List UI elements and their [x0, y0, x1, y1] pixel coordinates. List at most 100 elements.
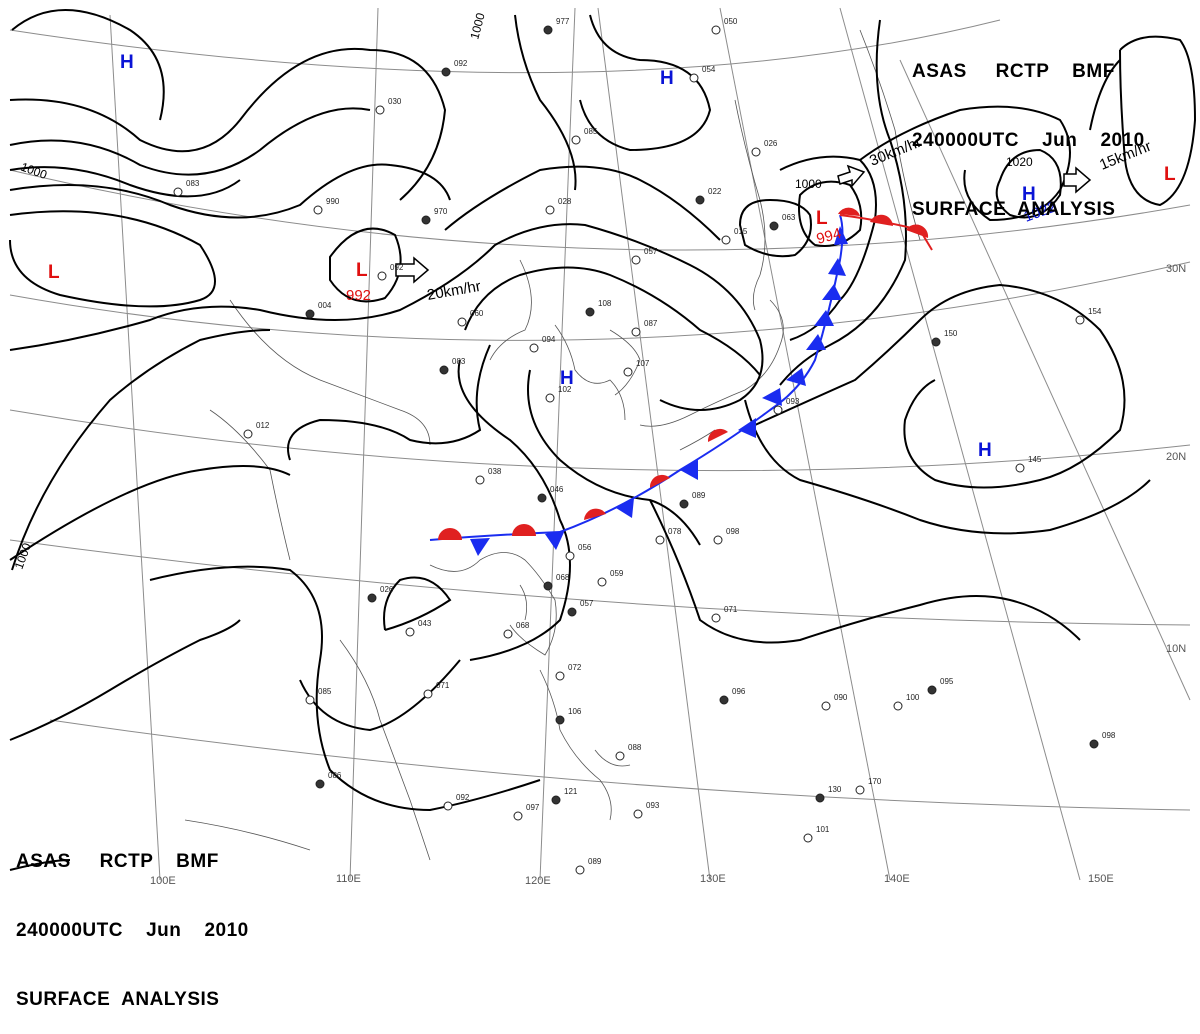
station-circle	[714, 536, 722, 544]
station-pressure: 004	[318, 301, 332, 310]
station-pressure: 088	[628, 743, 642, 752]
station-circle	[598, 578, 606, 586]
station-circle	[1090, 740, 1098, 748]
station-pressure: 170	[868, 777, 882, 786]
station-circle	[406, 628, 414, 636]
longitude-label: 120E	[525, 875, 551, 887]
station-circle	[722, 236, 730, 244]
station-pressure: 970	[434, 207, 448, 216]
station-circle	[656, 536, 664, 544]
station-circle	[712, 614, 720, 622]
low-center-value: 992	[346, 287, 371, 304]
station-circle	[632, 256, 640, 264]
station-pressure: 059	[610, 569, 624, 578]
high-center-symbol: H	[660, 68, 674, 89]
station-pressure: 043	[418, 619, 432, 628]
station-circle	[316, 780, 324, 788]
longitude-label: 150E	[1088, 873, 1114, 885]
station-pressure: 046	[550, 485, 564, 494]
station-pressure: 063	[782, 213, 796, 222]
station-circle	[586, 308, 594, 316]
isobar-label: 1000	[795, 177, 822, 191]
station-circle	[368, 594, 376, 602]
station-pressure: 092	[390, 263, 404, 272]
station-pressure: 977	[556, 17, 570, 26]
header-line-2: 240000UTC Jun 2010	[912, 129, 1145, 152]
station-circle	[720, 696, 728, 704]
header-line-1: ASAS RCTP BMF	[912, 60, 1145, 83]
station-circle	[932, 338, 940, 346]
station-circle	[546, 206, 554, 214]
latitude-label: 10N	[1166, 643, 1186, 655]
station-pressure: 068	[516, 621, 530, 630]
station-circle	[816, 794, 824, 802]
station-pressure: 100	[906, 693, 920, 702]
station-circle	[624, 368, 632, 376]
low-center-symbol: L	[816, 208, 828, 229]
station-pressure: 098	[1102, 731, 1116, 740]
station-circle	[1076, 316, 1084, 324]
station-circle	[712, 26, 720, 34]
station-pressure: 056	[578, 543, 592, 552]
station-pressure: 071	[724, 605, 738, 614]
station-pressure: 083	[452, 357, 466, 366]
station-pressure: 102	[558, 385, 572, 394]
station-pressure: 089	[588, 857, 602, 866]
station-circle	[856, 786, 864, 794]
station-circle	[544, 582, 552, 590]
station-circle	[1016, 464, 1024, 472]
station-pressure: 101	[816, 825, 830, 834]
station-pressure: 085	[318, 687, 332, 696]
station-circle	[544, 26, 552, 34]
station-circle	[504, 630, 512, 638]
low-center-symbol: L	[1164, 164, 1176, 185]
header-line-3: SURFACE ANALYSIS	[16, 988, 249, 1011]
longitude-label: 130E	[700, 873, 726, 885]
station-circle	[306, 310, 314, 318]
station-circle	[174, 188, 182, 196]
header-line-1: ASAS RCTP BMF	[16, 850, 249, 873]
station-pressure: 093	[646, 801, 660, 810]
station-pressure: 098	[726, 527, 740, 536]
station-pressure: 038	[488, 467, 502, 476]
station-pressure: 121	[564, 787, 578, 796]
station-circle	[424, 690, 432, 698]
station-pressure: 150	[944, 329, 958, 338]
station-pressure: 094	[542, 335, 556, 344]
station-pressure: 106	[568, 707, 582, 716]
station-pressure: 026	[764, 139, 778, 148]
station-circle	[476, 476, 484, 484]
station-circle	[634, 810, 642, 818]
station-circle	[444, 802, 452, 810]
header-line-3: SURFACE ANALYSIS	[912, 198, 1145, 221]
station-circle	[458, 318, 466, 326]
station-circle	[244, 430, 252, 438]
station-pressure: 060	[470, 309, 484, 318]
station-pressure: 057	[644, 247, 658, 256]
station-circle	[530, 344, 538, 352]
station-circle	[568, 608, 576, 616]
station-pressure: 071	[436, 681, 450, 690]
station-pressure: 050	[724, 17, 738, 26]
station-pressure: 090	[834, 693, 848, 702]
station-pressure: 078	[668, 527, 682, 536]
station-pressure: 072	[568, 663, 582, 672]
station-pressure: 028	[558, 197, 572, 206]
station-pressure: 068	[556, 573, 570, 582]
station-circle	[538, 494, 546, 502]
station-circle	[556, 716, 564, 724]
station-circle	[804, 834, 812, 842]
station-pressure: 990	[326, 197, 340, 206]
station-circle	[314, 206, 322, 214]
high-center-symbol: H	[120, 52, 134, 73]
station-pressure: 145	[1028, 455, 1042, 464]
station-circle	[770, 222, 778, 230]
station-pressure: 085	[584, 127, 598, 136]
station-pressure: 012	[256, 421, 270, 430]
station-circle	[566, 552, 574, 560]
station-circle	[546, 394, 554, 402]
station-pressure: 092	[454, 59, 468, 68]
station-circle	[576, 866, 584, 874]
station-circle	[894, 702, 902, 710]
header-line-2: 240000UTC Jun 2010	[16, 919, 249, 942]
